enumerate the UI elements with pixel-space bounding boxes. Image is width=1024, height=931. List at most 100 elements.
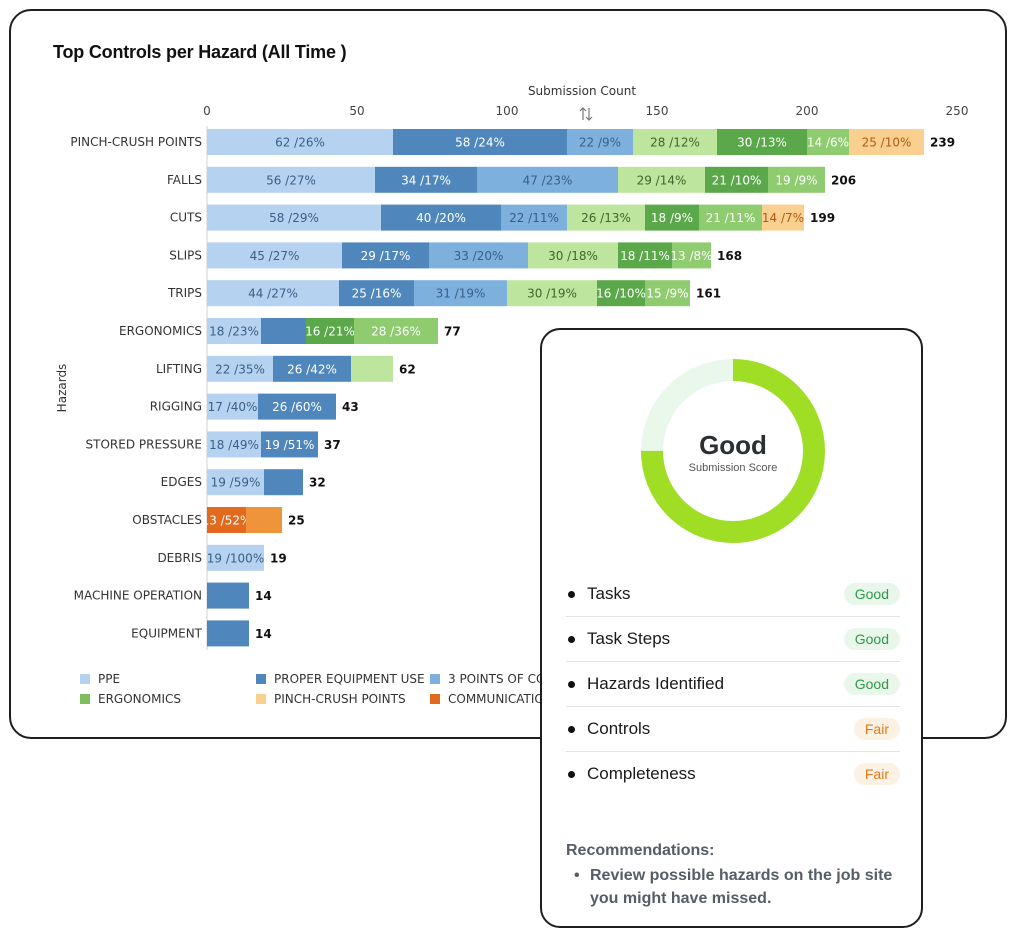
bar-segment bbox=[207, 318, 261, 344]
bar-segment bbox=[261, 318, 306, 344]
bar-segment-label: 26 /13% bbox=[581, 211, 631, 225]
bar-segment bbox=[207, 544, 264, 571]
legend-label: PINCH-CRUSH POINTS bbox=[274, 692, 406, 706]
legend-label: ERGONOMICS bbox=[98, 692, 181, 706]
bar-segment bbox=[618, 242, 672, 269]
bar-total-label: 19 bbox=[270, 551, 287, 565]
score-donut: Good Submission Score bbox=[638, 356, 828, 546]
bullet-icon bbox=[568, 635, 575, 643]
criteria-label: Tasks bbox=[587, 584, 631, 603]
bar-segment-label: 21 /11% bbox=[706, 211, 756, 225]
criteria-label: Hazards Identified bbox=[587, 674, 725, 693]
legend-item-ppe[interactable]: PPE bbox=[80, 672, 120, 686]
y-category-label: STORED PRESSURE bbox=[86, 437, 202, 451]
legend-item-3-points-of-contact[interactable]: 3 POINTS OF CON bbox=[430, 672, 554, 686]
bar-segment-label: 45 /27% bbox=[250, 249, 300, 263]
stacked-bar-chart: Submission Count 0 50 100 150 200 250 Hazards PI… bbox=[55, 84, 969, 650]
x-tick-label: 250 bbox=[946, 104, 969, 118]
criteria-row-controls: Controls Fair bbox=[566, 707, 900, 752]
legend-label: PROPER EQUIPMENT USE bbox=[274, 672, 425, 686]
bar-total-label: 43 bbox=[342, 400, 359, 414]
rating-badge: Good bbox=[843, 628, 900, 650]
y-category-label: OBSTACLES bbox=[132, 513, 202, 527]
bar-segment bbox=[501, 204, 567, 231]
legend-item-proper-equipment-use[interactable]: PROPER EQUIPMENT USE bbox=[256, 672, 425, 686]
bar-segment bbox=[207, 620, 249, 647]
legend-item-pinch-crush-points[interactable]: PINCH-CRUSH POINTS bbox=[256, 692, 406, 706]
bar-segment bbox=[351, 355, 393, 382]
bar-segment-label: 30 /13% bbox=[737, 136, 787, 150]
bar-segment-label: 29 /17% bbox=[361, 249, 411, 263]
bar-segment-label: 58 /24% bbox=[455, 136, 505, 150]
bar-segment bbox=[567, 129, 633, 155]
criteria-row-completeness: Completeness Fair bbox=[566, 752, 900, 796]
legend-item-ergonomics[interactable]: ERGONOMICS bbox=[80, 692, 181, 706]
bar-segment-label: 17 /40% bbox=[208, 400, 258, 414]
legend-swatch bbox=[80, 674, 90, 684]
bar-segment-label: 19 /59% bbox=[211, 476, 261, 490]
bar-segment bbox=[207, 582, 249, 609]
bar-segment-label: 58 /29% bbox=[269, 211, 319, 225]
x-tick-label: 200 bbox=[796, 104, 819, 118]
rating-badge: Good bbox=[843, 583, 900, 605]
bar-segment bbox=[528, 242, 618, 269]
y-axis-title: Hazards bbox=[55, 364, 69, 413]
bar-segment bbox=[354, 318, 438, 344]
bar-segment bbox=[207, 204, 381, 231]
bar-segment bbox=[507, 280, 597, 307]
sort-arrows-icon[interactable] bbox=[579, 107, 593, 121]
bar-total-label: 37 bbox=[324, 438, 341, 452]
y-category-label: PINCH-CRUSH POINTS bbox=[70, 135, 202, 149]
y-category-label: MACHINE OPERATION bbox=[74, 589, 202, 603]
legend-label: COMMUNICATION bbox=[448, 692, 553, 706]
bullet-icon bbox=[568, 725, 575, 733]
bar-segment-label: 30 /19% bbox=[527, 287, 577, 301]
bar-segment bbox=[207, 393, 258, 420]
bar-total-label: 62 bbox=[399, 362, 416, 376]
bar-segment bbox=[699, 204, 762, 231]
bar-segment-label: 28 /12% bbox=[650, 136, 700, 150]
bar-segment bbox=[762, 204, 804, 231]
bar-segment bbox=[207, 242, 342, 269]
bar-total-label: 32 bbox=[309, 476, 326, 490]
bar-segment bbox=[645, 280, 690, 307]
bullet-icon bbox=[568, 770, 575, 778]
y-category-label: SLIPS bbox=[169, 248, 202, 262]
legend-item-communication[interactable]: COMMUNICATION bbox=[430, 692, 553, 706]
bar-segment-label: 44 /27% bbox=[248, 287, 298, 301]
bar-segment-label: 16 /10% bbox=[596, 287, 646, 301]
y-category-label: EDGES bbox=[161, 475, 202, 489]
bar-total-label: 14 bbox=[255, 627, 272, 641]
bar-segment-label: 22 /35% bbox=[215, 362, 265, 376]
x-axis-title: Submission Count bbox=[528, 84, 636, 98]
bar-segment bbox=[246, 507, 282, 533]
criteria-row-hazards-identified: Hazards Identified Good bbox=[566, 662, 900, 707]
y-category-label: TRIPS bbox=[167, 286, 202, 300]
bar-segment bbox=[207, 431, 261, 458]
bar-segment-label: 13 /52% bbox=[202, 514, 252, 528]
bar-segment bbox=[717, 129, 807, 155]
bar-total-label: 206 bbox=[831, 173, 856, 187]
bar-segment bbox=[414, 280, 507, 307]
legend-swatch bbox=[430, 694, 440, 704]
bar-segment-label: 18 /49% bbox=[209, 438, 259, 452]
bar-total-label: 239 bbox=[930, 136, 955, 150]
bar-segment-label: 22 /9% bbox=[579, 136, 621, 150]
bar-segment-label: 19 /9% bbox=[775, 173, 817, 187]
bar-segment bbox=[597, 280, 645, 307]
y-category-label: EQUIPMENT bbox=[131, 626, 202, 640]
criteria-row-tasks: Tasks Good bbox=[566, 572, 900, 617]
bar-total-label: 25 bbox=[288, 514, 305, 528]
bar-segment-label: 25 /16% bbox=[352, 287, 402, 301]
bar-segment bbox=[339, 280, 414, 307]
bar-segment bbox=[207, 469, 264, 496]
bar-segment bbox=[567, 204, 645, 231]
bar-segment bbox=[207, 355, 273, 382]
donut-fill bbox=[641, 359, 825, 543]
bar-total-label: 168 bbox=[717, 249, 742, 263]
score-value: Good bbox=[699, 430, 767, 460]
bar-segment bbox=[429, 242, 528, 269]
bar-segment bbox=[342, 242, 429, 269]
x-tick-label: 0 bbox=[203, 104, 211, 118]
bar-segment-label: 34 /17% bbox=[401, 173, 451, 187]
